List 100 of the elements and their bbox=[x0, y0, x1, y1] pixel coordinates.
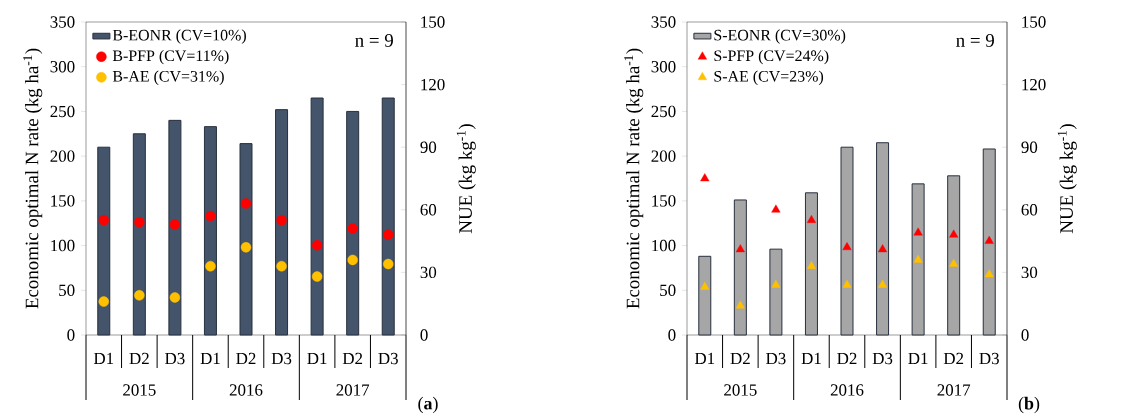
point bbox=[771, 204, 781, 213]
legend-label: S-EONR (CV=30%) bbox=[714, 29, 846, 44]
bar bbox=[804, 192, 818, 336]
bar bbox=[168, 119, 182, 336]
y2-tick-label: 90 bbox=[420, 141, 437, 153]
x-tick-label: D3 bbox=[271, 352, 292, 365]
y2-tick-label: 150 bbox=[1022, 16, 1046, 28]
point bbox=[984, 235, 994, 244]
x-tick-label: D2 bbox=[342, 352, 363, 365]
x-tick-label: D2 bbox=[837, 352, 857, 365]
bar bbox=[769, 248, 783, 336]
y-tick-label: 0 bbox=[668, 329, 676, 341]
point bbox=[735, 244, 745, 253]
y-tick-label: 100 bbox=[51, 239, 75, 252]
y-tick-label: 250 bbox=[651, 105, 676, 118]
y2-tick-label: 60 bbox=[420, 204, 437, 216]
text: (b) bbox=[1018, 396, 1040, 414]
legend-label: B-AE (CV=31%) bbox=[112, 70, 224, 85]
point bbox=[878, 244, 888, 253]
x-tick-label: D1 bbox=[93, 352, 114, 365]
legend-label: B-PFP (CV=11%) bbox=[112, 49, 229, 65]
annotation: n = 9 bbox=[355, 34, 393, 47]
point bbox=[735, 300, 745, 309]
x-tick-label: D3 bbox=[872, 352, 893, 365]
annotation: n = 9 bbox=[956, 34, 994, 47]
point bbox=[98, 215, 109, 226]
bar bbox=[911, 183, 925, 336]
point bbox=[984, 269, 994, 278]
point bbox=[134, 290, 145, 301]
x-tick-label: D1 bbox=[908, 352, 928, 365]
point bbox=[700, 281, 710, 290]
y-tick-label: 150 bbox=[51, 195, 75, 207]
y2-tick-label: 60 bbox=[1021, 204, 1038, 216]
x-tick-label: D2 bbox=[129, 352, 149, 365]
x-tick-label: D3 bbox=[979, 352, 999, 365]
point bbox=[878, 279, 888, 288]
point bbox=[205, 260, 216, 272]
bar bbox=[97, 146, 111, 336]
point bbox=[347, 223, 358, 234]
y2-tick-label: 0 bbox=[420, 329, 428, 341]
point bbox=[311, 240, 323, 251]
text: 2015 bbox=[123, 384, 156, 396]
y2-tick-label: 150 bbox=[421, 16, 445, 28]
y2-tick-label: 90 bbox=[1021, 141, 1038, 153]
y2-tick-label: 0 bbox=[1021, 329, 1029, 341]
x-tick-label: D3 bbox=[378, 352, 398, 365]
y2-tick-label: 120 bbox=[421, 78, 445, 91]
point bbox=[842, 242, 852, 251]
y2-tick-label: 30 bbox=[420, 266, 437, 279]
point bbox=[276, 215, 287, 226]
bar bbox=[310, 97, 324, 336]
point bbox=[240, 198, 252, 209]
point bbox=[771, 279, 781, 288]
point bbox=[806, 260, 816, 269]
point bbox=[806, 215, 816, 223]
y2-tick-label: 120 bbox=[1022, 78, 1046, 91]
bar bbox=[381, 97, 395, 336]
point bbox=[949, 258, 959, 267]
bar bbox=[982, 148, 996, 336]
point bbox=[134, 217, 145, 228]
y-tick-label: 200 bbox=[651, 150, 676, 162]
point bbox=[169, 219, 181, 230]
bar bbox=[698, 255, 712, 336]
point bbox=[169, 292, 181, 303]
y-tick-label: 50 bbox=[660, 284, 676, 297]
text: 2017 bbox=[336, 384, 370, 396]
x-tick-label: D1 bbox=[694, 352, 715, 365]
point bbox=[205, 210, 216, 222]
y-tick-label: 350 bbox=[651, 16, 676, 28]
y2-axis-title: NUE (kg kg$^{-1}$) bbox=[456, 124, 476, 234]
x-tick-label: D1 bbox=[200, 352, 220, 365]
point bbox=[347, 254, 358, 266]
point bbox=[913, 254, 923, 263]
y-tick-label: 350 bbox=[50, 16, 75, 28]
x-tick-label: D3 bbox=[766, 352, 786, 365]
x-tick-label: D3 bbox=[165, 352, 185, 365]
bar bbox=[840, 146, 854, 336]
point bbox=[700, 173, 710, 182]
bar bbox=[947, 175, 961, 336]
y-tick-label: 300 bbox=[50, 61, 75, 73]
point bbox=[383, 258, 394, 270]
bar bbox=[733, 199, 747, 336]
y-tick-label: 200 bbox=[50, 150, 75, 162]
bar bbox=[239, 143, 253, 336]
legend-label: S-PFP (CV=24%) bbox=[714, 49, 829, 65]
point bbox=[383, 229, 394, 241]
point bbox=[98, 296, 109, 307]
y-axis-title: Economic optimal N rate (kg ha$^{-1}$) bbox=[23, 48, 43, 309]
x-tick-label: D1 bbox=[801, 352, 821, 365]
legend-label: S-AE (CV=23%) bbox=[714, 70, 824, 85]
y-tick-label: 250 bbox=[50, 105, 75, 118]
y2-tick-label: 30 bbox=[1021, 266, 1038, 279]
text: 2016 bbox=[830, 384, 864, 396]
bar bbox=[203, 126, 217, 336]
y-tick-label: 150 bbox=[652, 195, 676, 207]
point bbox=[842, 279, 852, 288]
x-tick-label: D1 bbox=[307, 352, 327, 365]
bar bbox=[876, 142, 890, 336]
bar bbox=[346, 110, 360, 336]
x-tick-label: D2 bbox=[236, 352, 256, 365]
